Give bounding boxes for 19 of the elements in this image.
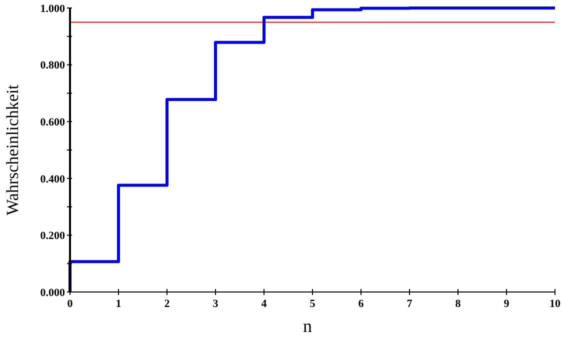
y-tick-label: 0.000	[40, 286, 66, 299]
y-tick-label: 0.200	[40, 230, 66, 242]
x-tick-label: 2	[164, 298, 170, 310]
x-tick-label: 4	[261, 298, 268, 310]
x-tick-label: 9	[504, 298, 510, 310]
y-tick-label: 1.000	[40, 2, 66, 15]
x-tick-label: 10	[550, 298, 561, 310]
y-tick-label: 0.600	[40, 116, 66, 128]
x-tick-label: 0	[67, 298, 74, 310]
x-tick-label: 8	[455, 298, 462, 310]
x-tick-label: 6	[358, 298, 364, 310]
x-tick-label: 3	[212, 298, 219, 310]
x-tick-label: 7	[406, 298, 413, 310]
y-tick-label: 0.800	[40, 60, 66, 72]
x-tick-label: 1	[116, 298, 122, 310]
y-tick-label: 0.400	[40, 173, 66, 186]
x-tick-label: 5	[310, 298, 316, 310]
x-axis-title: n	[303, 316, 312, 336]
y-axis-title: Wahrscheinlichkeit	[3, 84, 22, 216]
